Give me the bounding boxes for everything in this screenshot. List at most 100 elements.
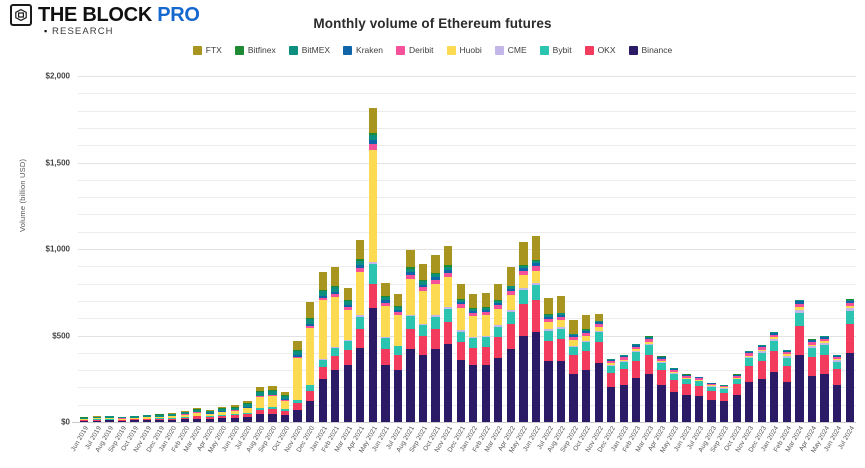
stacked-bar[interactable] — [657, 356, 666, 422]
bar-slot[interactable] — [166, 76, 179, 422]
stacked-bar[interactable] — [381, 283, 390, 422]
bar-slot[interactable] — [843, 76, 856, 422]
bar-slot[interactable] — [141, 76, 154, 422]
bar-slot[interactable] — [467, 76, 480, 422]
bar-slot[interactable] — [203, 76, 216, 422]
stacked-bar[interactable] — [694, 376, 704, 422]
legend-item-ftx[interactable]: FTX — [192, 45, 222, 55]
bar-slot[interactable] — [668, 76, 681, 422]
stacked-bar[interactable] — [582, 314, 591, 422]
stacked-bar[interactable] — [544, 297, 553, 422]
bar-slot[interactable] — [417, 76, 430, 422]
bar-slot[interactable] — [542, 76, 555, 422]
bar-slot[interactable] — [756, 76, 769, 422]
bar-slot[interactable] — [630, 76, 643, 422]
bar-slot[interactable] — [793, 76, 806, 422]
stacked-bar[interactable] — [770, 331, 779, 422]
stacked-bar[interactable] — [142, 414, 152, 422]
bar-slot[interactable] — [618, 76, 631, 422]
stacked-bar[interactable] — [644, 336, 654, 422]
stacked-bar[interactable] — [331, 266, 340, 422]
bar-slot[interactable] — [781, 76, 794, 422]
stacked-bar[interactable] — [757, 345, 766, 422]
stacked-bar[interactable] — [807, 339, 817, 422]
stacked-bar[interactable] — [318, 272, 327, 422]
bar-slot[interactable] — [91, 76, 104, 422]
stacked-bar[interactable] — [594, 314, 603, 422]
legend-item-okx[interactable]: OKX — [584, 45, 616, 55]
bar-slot[interactable] — [567, 76, 580, 422]
bar-slot[interactable] — [505, 76, 518, 422]
bar-slot[interactable] — [743, 76, 756, 422]
bar-slot[interactable] — [379, 76, 392, 422]
stacked-bar[interactable] — [707, 382, 716, 422]
stacked-bar[interactable] — [795, 299, 804, 422]
stacked-bar[interactable] — [180, 410, 189, 422]
stacked-bar[interactable] — [569, 319, 578, 422]
stacked-bar[interactable] — [280, 391, 290, 422]
stacked-bar[interactable] — [130, 415, 139, 422]
stacked-bar[interactable] — [845, 299, 854, 422]
bar-slot[interactable] — [78, 76, 91, 422]
bar-slot[interactable] — [404, 76, 417, 422]
bar-slot[interactable] — [555, 76, 568, 422]
stacked-bar[interactable] — [720, 384, 729, 422]
stacked-bar[interactable] — [469, 294, 478, 422]
bar-slot[interactable] — [768, 76, 781, 422]
bar-slot[interactable] — [705, 76, 718, 422]
bar-slot[interactable] — [592, 76, 605, 422]
bar-slot[interactable] — [580, 76, 593, 422]
bar-slot[interactable] — [341, 76, 354, 422]
bar-slot[interactable] — [128, 76, 141, 422]
stacked-bar[interactable] — [167, 413, 177, 422]
stacked-bar[interactable] — [531, 235, 541, 422]
stacked-bar[interactable] — [293, 340, 302, 422]
bar-slot[interactable] — [530, 76, 543, 422]
stacked-bar[interactable] — [193, 407, 202, 422]
stacked-bar[interactable] — [556, 295, 566, 422]
stacked-bar[interactable] — [205, 409, 214, 422]
stacked-bar[interactable] — [494, 283, 503, 422]
bar-slot[interactable] — [316, 76, 329, 422]
legend-item-bybit[interactable]: Bybit — [539, 45, 572, 55]
stacked-bar[interactable] — [444, 246, 453, 422]
bar-slot[interactable] — [153, 76, 166, 422]
stacked-bar[interactable] — [305, 302, 315, 422]
legend-item-kraken[interactable]: Kraken — [343, 45, 383, 55]
stacked-bar[interactable] — [393, 294, 403, 422]
legend-item-bitmex[interactable]: BitMEX — [288, 45, 330, 55]
stacked-bar[interactable] — [255, 387, 265, 422]
stacked-bar[interactable] — [406, 250, 415, 422]
stacked-bar[interactable] — [230, 405, 239, 422]
stacked-bar[interactable] — [368, 107, 377, 422]
bar-slot[interactable] — [643, 76, 656, 422]
stacked-bar[interactable] — [632, 344, 641, 422]
bar-slot[interactable] — [605, 76, 618, 422]
bar-slot[interactable] — [291, 76, 304, 422]
stacked-bar[interactable] — [832, 354, 842, 422]
bar-slot[interactable] — [655, 76, 668, 422]
bar-slot[interactable] — [392, 76, 405, 422]
stacked-bar[interactable] — [356, 240, 365, 422]
bar-slot[interactable] — [254, 76, 267, 422]
stacked-bar[interactable] — [418, 263, 428, 422]
stacked-bar[interactable] — [218, 407, 227, 422]
bar-slot[interactable] — [831, 76, 844, 422]
stacked-bar[interactable] — [820, 336, 829, 422]
stacked-bar[interactable] — [732, 374, 741, 422]
stacked-bar[interactable] — [607, 358, 616, 422]
bar-slot[interactable] — [480, 76, 493, 422]
bar-slot[interactable] — [103, 76, 116, 422]
bar-slot[interactable] — [279, 76, 292, 422]
legend-item-cme[interactable]: CME — [494, 45, 527, 55]
bar-slot[interactable] — [304, 76, 317, 422]
bar-slot[interactable] — [680, 76, 693, 422]
bar-slot[interactable] — [806, 76, 819, 422]
stacked-bar[interactable] — [268, 385, 277, 422]
stacked-bar[interactable] — [669, 368, 679, 422]
bar-slot[interactable] — [241, 76, 254, 422]
legend-item-huobi[interactable]: Huobi — [446, 45, 482, 55]
bar-slot[interactable] — [429, 76, 442, 422]
bar-slot[interactable] — [454, 76, 467, 422]
bar-slot[interactable] — [229, 76, 242, 422]
